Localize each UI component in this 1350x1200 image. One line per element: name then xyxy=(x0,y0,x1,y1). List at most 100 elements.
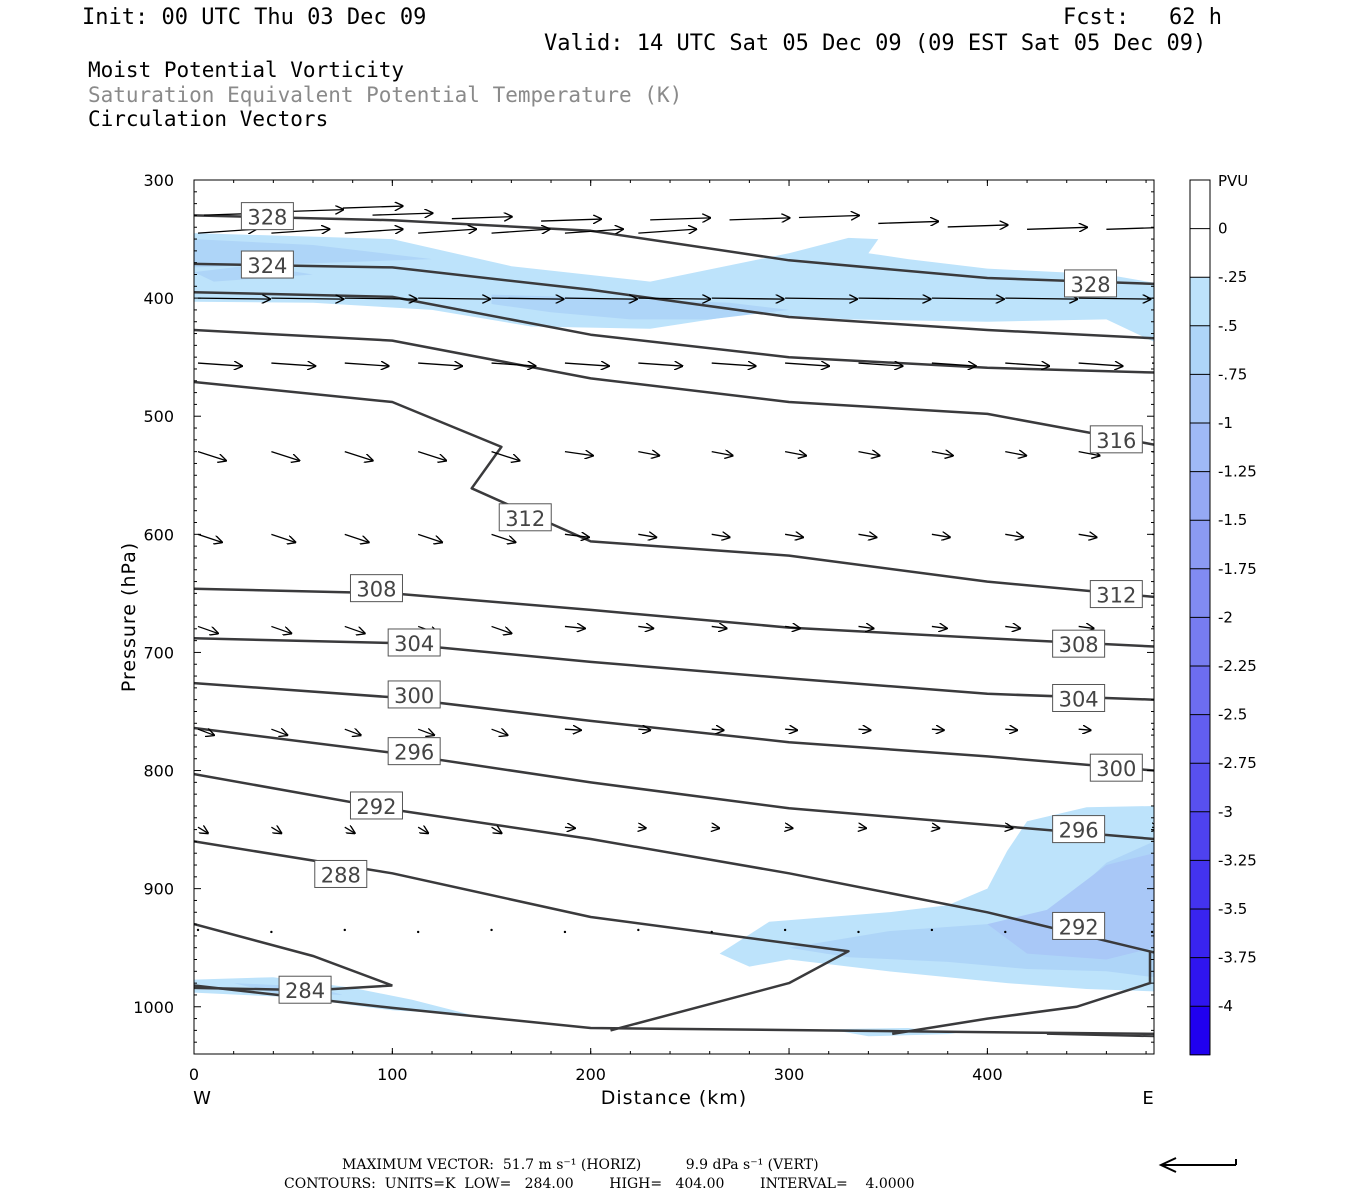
contour-label-292-0: 292 xyxy=(356,795,396,819)
contour-label-304-1: 304 xyxy=(1059,687,1099,711)
vector-dot xyxy=(857,930,860,934)
vector xyxy=(785,729,797,730)
vector-dot xyxy=(710,930,713,934)
colorbar-bin-17 xyxy=(1190,1006,1210,1056)
y-tick-label-400: 400 xyxy=(143,289,174,308)
contour-label-box-292-0 xyxy=(349,791,403,820)
colorbar-bin-12 xyxy=(1190,763,1210,813)
vector xyxy=(564,729,581,730)
vector xyxy=(1005,534,1023,537)
vector xyxy=(785,534,803,537)
colorbar-bin-6 xyxy=(1190,471,1210,521)
vector xyxy=(197,363,242,366)
cross-section-chart: 328 328 324 316 312 312 308 308 304 304 300 300 296 2… xyxy=(118,171,1257,1109)
colorbar-label-8: -2 xyxy=(1218,608,1233,626)
vector xyxy=(785,626,800,628)
vector-dot xyxy=(1150,930,1154,934)
vector xyxy=(491,827,502,833)
contour-label-328-1: 328 xyxy=(1070,273,1110,297)
contour-300 xyxy=(194,681,1154,772)
vector xyxy=(417,533,442,542)
vector xyxy=(491,533,516,542)
vector xyxy=(271,827,281,833)
x-tick-label-400: 400 xyxy=(972,1065,1003,1084)
vector xyxy=(417,827,428,833)
vector xyxy=(344,729,361,735)
vector xyxy=(711,452,733,456)
contour-312 xyxy=(194,380,1154,599)
vector-upper xyxy=(1027,227,1087,229)
colorbar-bin-11 xyxy=(1190,714,1210,764)
colorbar-label-16: -4 xyxy=(1218,997,1233,1015)
colorbar-bin-16 xyxy=(1190,957,1210,1007)
y-tick-label-300: 300 xyxy=(143,171,174,190)
colorbar-bin-0 xyxy=(1190,180,1210,230)
contour-label-308-1: 308 xyxy=(1059,633,1099,657)
vector xyxy=(785,298,857,299)
vector xyxy=(638,363,682,366)
contour-label-box-304-1 xyxy=(1052,683,1106,712)
vector xyxy=(1078,626,1094,628)
contour-label-box-288-0 xyxy=(314,859,368,888)
vector xyxy=(418,363,462,366)
contour-292-lower xyxy=(892,952,1152,1036)
contour-label-304-0: 304 xyxy=(394,632,434,656)
surface-line xyxy=(1046,1032,1154,1038)
vector-dot xyxy=(563,930,567,934)
colorbar-label-2: -.5 xyxy=(1218,317,1238,335)
colorbar-bin-5 xyxy=(1190,423,1210,473)
contour-label-300-1: 300 xyxy=(1096,757,1136,781)
vector-upper xyxy=(342,206,403,208)
vector xyxy=(491,363,536,366)
colorbar-label-9: -2.25 xyxy=(1218,657,1257,675)
contour-label-box-328-1 xyxy=(1064,269,1118,298)
x-right-label: E xyxy=(1142,1088,1153,1109)
contour-label-box-296-0 xyxy=(387,737,441,766)
vector xyxy=(712,827,720,828)
pv-shading xyxy=(194,233,1154,1037)
vector-dot xyxy=(490,928,493,932)
contour-label-box-304-0 xyxy=(387,628,441,657)
vector xyxy=(418,229,476,233)
vector xyxy=(638,452,659,456)
vector xyxy=(417,729,434,735)
vector xyxy=(784,452,806,456)
vector xyxy=(931,729,944,730)
vector xyxy=(858,827,866,828)
colorbar-label-13: -3.25 xyxy=(1218,851,1257,869)
vector-upper xyxy=(729,218,790,220)
vector xyxy=(1152,827,1154,828)
forecast-hour: Fcst: 62 h xyxy=(1063,5,1222,30)
vector-dot xyxy=(196,928,200,932)
vector xyxy=(711,534,730,537)
contour-label-312-1: 312 xyxy=(1096,584,1136,608)
vector xyxy=(491,625,512,633)
vector xyxy=(564,534,589,537)
vector xyxy=(344,625,365,633)
vector xyxy=(638,229,696,233)
vector xyxy=(931,363,976,366)
vector xyxy=(1151,451,1154,453)
colorbar-bin-13 xyxy=(1190,811,1210,861)
reference-vector-icon xyxy=(1158,1157,1237,1173)
contour-label-box-292-1 xyxy=(1052,911,1106,940)
vector xyxy=(197,729,214,735)
contour-label-box-308-1 xyxy=(1052,629,1106,658)
contour-label-308-0: 308 xyxy=(356,578,396,602)
vector xyxy=(564,298,637,299)
pv-region-7 xyxy=(194,977,472,1015)
vector xyxy=(1005,298,1077,299)
y-axis-label: Pressure (hPa) xyxy=(118,542,140,692)
contour-308 xyxy=(194,587,1154,648)
vector xyxy=(344,451,373,461)
valid-time: Valid: 14 UTC Sat 05 Dec 09 (09 EST Sat … xyxy=(544,31,1207,56)
contour-label-300-0: 300 xyxy=(394,684,434,708)
vector-upper xyxy=(541,219,601,221)
vector xyxy=(858,626,873,628)
colorbar-label-12: -3 xyxy=(1218,803,1233,821)
y-tick-label-700: 700 xyxy=(143,643,174,662)
vector xyxy=(344,298,417,299)
vector xyxy=(858,363,902,366)
contour-label-296-0: 296 xyxy=(394,741,434,765)
contour-label-296-1: 296 xyxy=(1059,819,1099,843)
